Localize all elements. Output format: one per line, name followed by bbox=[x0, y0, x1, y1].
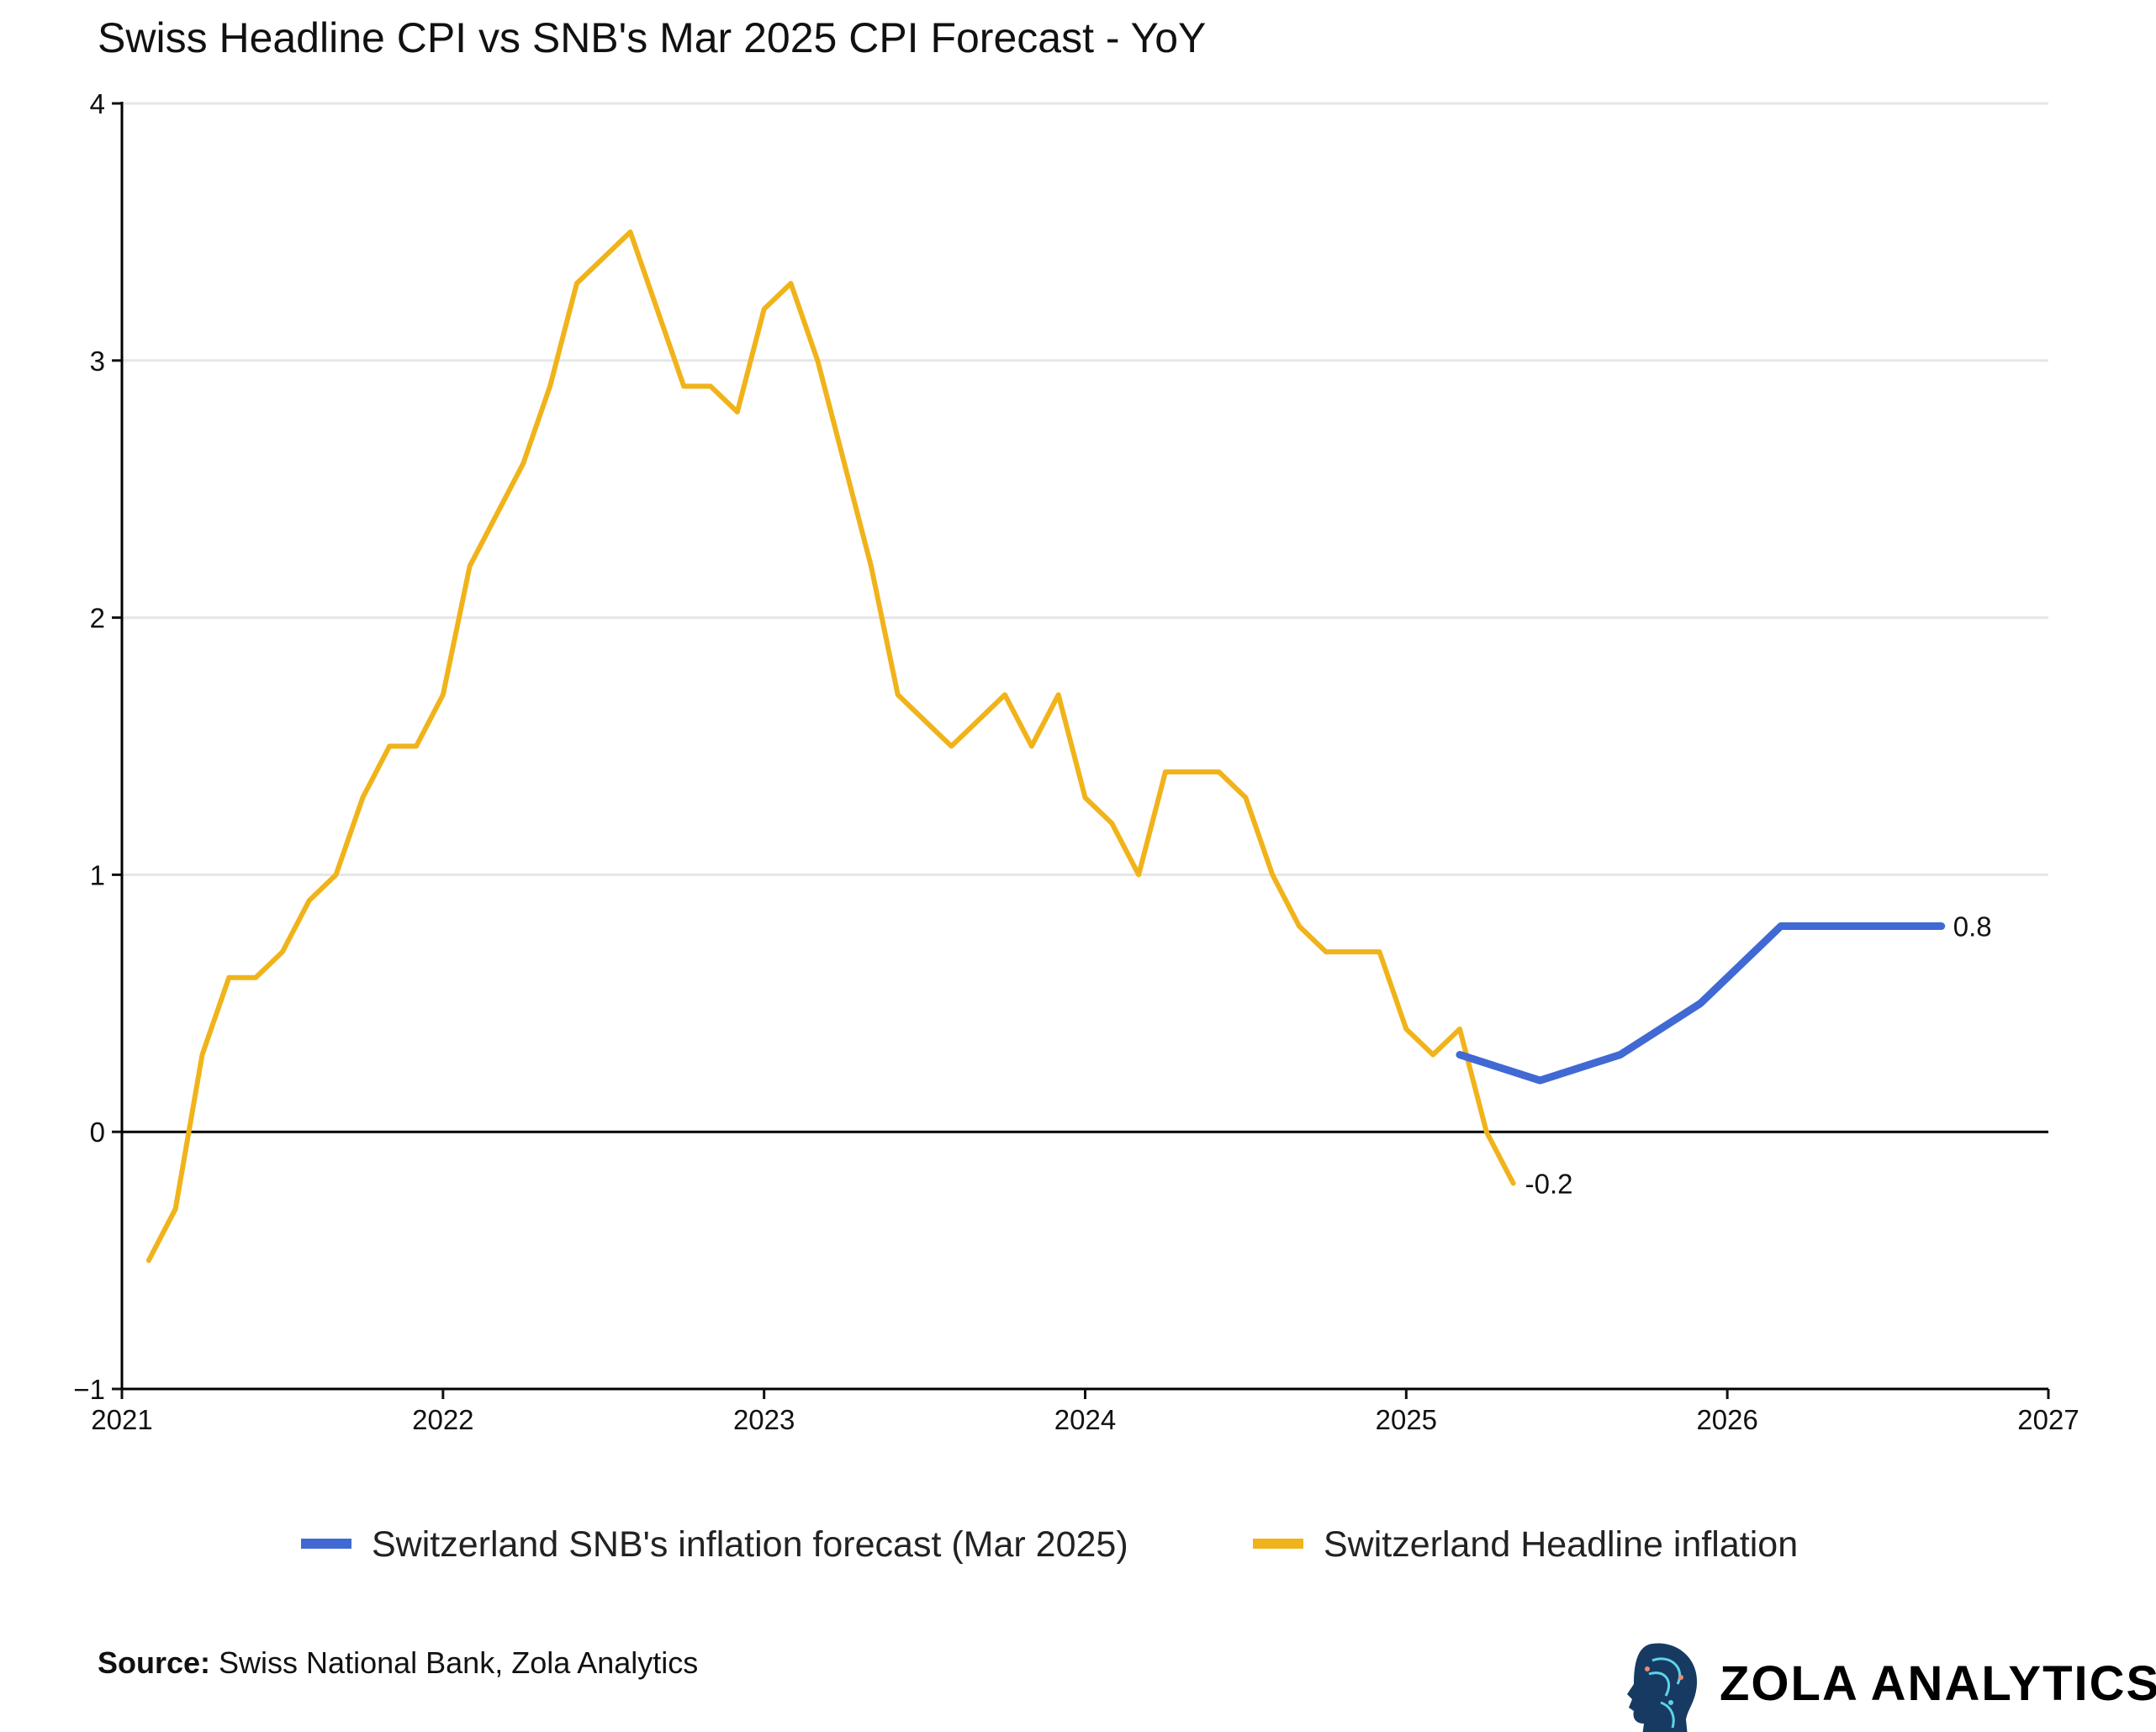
legend-label: Switzerland SNB's inflation forecast (Ma… bbox=[372, 1524, 1128, 1565]
series-line bbox=[145, 229, 1516, 1264]
legend: Switzerland SNB's inflation forecast (Ma… bbox=[301, 1524, 1798, 1565]
y-tick-label: 2 bbox=[90, 603, 105, 634]
source-note: Source: Swiss National Bank, Zola Analyt… bbox=[98, 1645, 698, 1680]
zola-logo: ZOLA ANALYTICS bbox=[1627, 1643, 2156, 1732]
end-value-label: 0.8 bbox=[1953, 911, 1992, 943]
y-tick-label: −1 bbox=[73, 1374, 105, 1405]
x-tick-label: 2027 bbox=[2017, 1404, 2079, 1435]
y-tick-label: 4 bbox=[90, 88, 105, 119]
legend-label: Switzerland Headline inflation bbox=[1324, 1524, 1798, 1565]
x-tick-label: 2026 bbox=[1696, 1404, 1757, 1435]
x-tick-label: 2022 bbox=[412, 1404, 473, 1435]
y-tick-label: 3 bbox=[90, 346, 105, 377]
source-label: Source: bbox=[98, 1645, 210, 1680]
logo-text: ZOLA ANALYTICS bbox=[1720, 1656, 2156, 1711]
series-lines: -0.2 0.8 bbox=[145, 229, 1992, 1264]
y-tick-label: 0 bbox=[90, 1117, 105, 1148]
x-tick-label: 2024 bbox=[1054, 1404, 1116, 1435]
x-tick-label: 2025 bbox=[1376, 1404, 1437, 1435]
end-value-label: -0.2 bbox=[1525, 1168, 1573, 1199]
y-tick-label: 1 bbox=[90, 859, 105, 890]
x-tick-label: 2023 bbox=[733, 1404, 795, 1435]
axes: −1 0 1 2 3 4 2021 2022 2023 2024 2025 2026 2027 bbox=[73, 88, 2079, 1435]
brain-head-icon bbox=[1627, 1643, 1698, 1732]
x-tick-label: 2021 bbox=[91, 1404, 152, 1435]
chart-title: Swiss Headline CPI vs SNB's Mar 2025 CPI… bbox=[98, 14, 1206, 61]
source-text: Swiss National Bank, Zola Analytics bbox=[210, 1645, 698, 1680]
